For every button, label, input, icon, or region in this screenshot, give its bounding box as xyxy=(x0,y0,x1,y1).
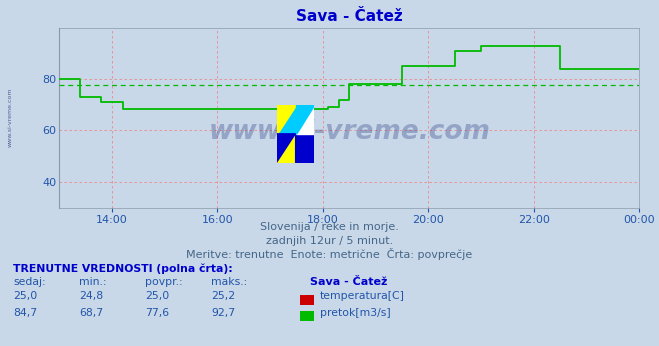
Text: Sava - Čatež: Sava - Čatež xyxy=(310,277,387,288)
Text: 77,6: 77,6 xyxy=(145,308,169,318)
Text: 25,0: 25,0 xyxy=(13,291,38,301)
Text: temperatura[C]: temperatura[C] xyxy=(320,291,405,301)
Text: 25,0: 25,0 xyxy=(145,291,169,301)
Text: min.:: min.: xyxy=(79,277,107,288)
Text: sedaj:: sedaj: xyxy=(13,277,46,288)
Text: Meritve: trenutne  Enote: metrične  Črta: povprečje: Meritve: trenutne Enote: metrične Črta: … xyxy=(186,248,473,260)
Text: TRENUTNE VREDNOSTI (polna črta):: TRENUTNE VREDNOSTI (polna črta): xyxy=(13,263,233,274)
Text: www.si-vreme.com: www.si-vreme.com xyxy=(208,119,490,145)
Text: povpr.:: povpr.: xyxy=(145,277,183,288)
Text: www.si-vreme.com: www.si-vreme.com xyxy=(7,88,13,147)
Text: pretok[m3/s]: pretok[m3/s] xyxy=(320,308,390,318)
Text: 92,7: 92,7 xyxy=(211,308,235,318)
Text: 25,2: 25,2 xyxy=(211,291,235,301)
Text: 68,7: 68,7 xyxy=(79,308,103,318)
Title: Sava - Čatež: Sava - Čatež xyxy=(296,9,403,24)
Text: Slovenija / reke in morje.: Slovenija / reke in morje. xyxy=(260,222,399,232)
Text: 24,8: 24,8 xyxy=(79,291,103,301)
Text: zadnjih 12ur / 5 minut.: zadnjih 12ur / 5 minut. xyxy=(266,236,393,246)
Text: 84,7: 84,7 xyxy=(13,308,38,318)
Text: maks.:: maks.: xyxy=(211,277,247,288)
